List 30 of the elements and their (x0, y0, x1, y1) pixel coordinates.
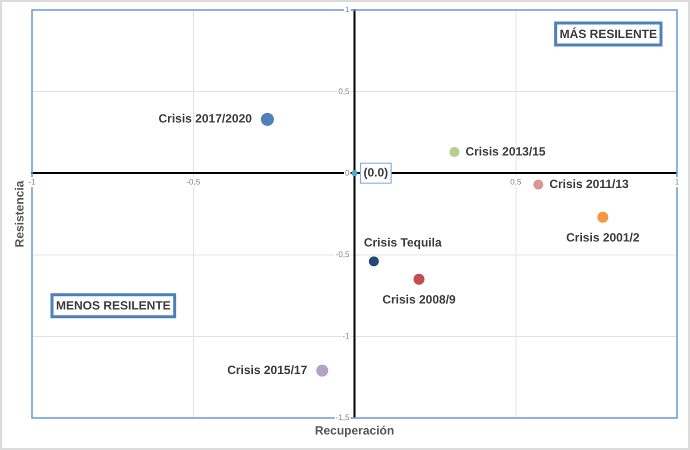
x-tick-label: 1 (674, 177, 680, 186)
point (597, 212, 608, 223)
y-tick-label: -0,5 (336, 250, 350, 260)
y-tick-label: 0 (345, 168, 350, 178)
point (316, 364, 328, 377)
point (260, 112, 274, 126)
annotation: MÁS RESILENTE (560, 26, 657, 41)
point (449, 146, 460, 157)
point (533, 180, 544, 190)
annotation: MENOS RESILENTE (56, 298, 171, 313)
series-label: (0.0) (364, 166, 388, 180)
x-tick-label: -0,5 (186, 177, 201, 186)
series-label: Crisis 2017/2020 (158, 112, 252, 126)
series-label: Crisis 2013/15 (465, 144, 546, 158)
y-tick-label: 0,5 (338, 86, 350, 96)
point (352, 170, 358, 176)
y-tick-label: -1,5 (336, 413, 350, 422)
series-label: Crisis 2011/13 (549, 176, 630, 191)
x-axis-title: Recuperación (314, 423, 394, 438)
x-tick-label: -1 (28, 177, 36, 186)
series-label: Crisis 2008/9 (382, 292, 456, 307)
y-tick-label: 1 (345, 5, 350, 14)
series-label: Crisis 2001/2 (566, 230, 640, 245)
point (414, 274, 424, 285)
x-tick-label: 0,5 (510, 177, 522, 186)
series-label: Crisis Tequila (364, 236, 442, 250)
y-axis-title: Resistencia (12, 180, 26, 248)
series-label: Crisis 2015/17 (227, 362, 308, 377)
point (368, 256, 379, 266)
y-tick-label: -1 (342, 332, 350, 341)
